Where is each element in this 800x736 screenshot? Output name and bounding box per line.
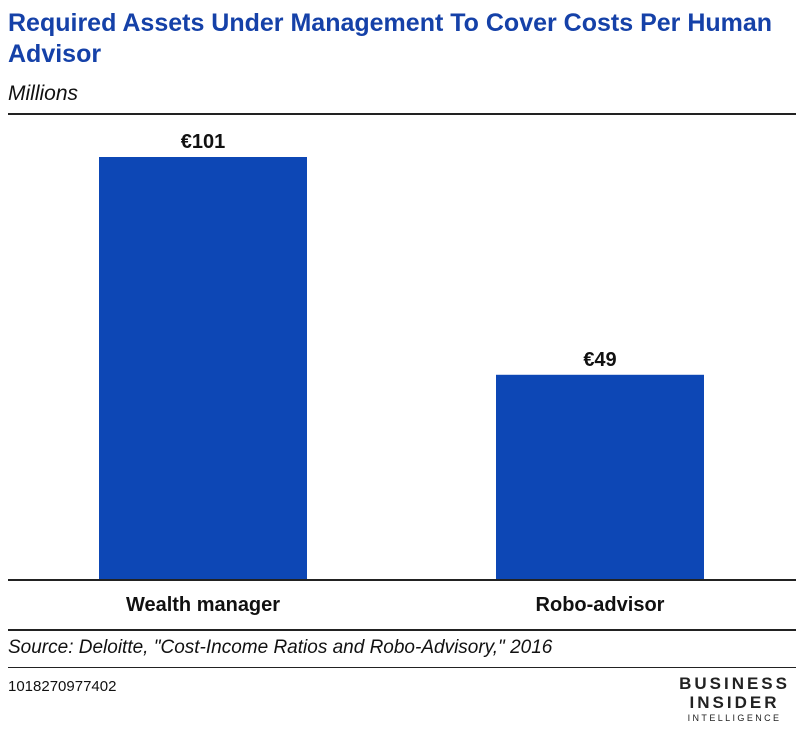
bar-chart: €101 Wealth manager €49 Robo-advisor bbox=[8, 131, 796, 616]
chart-subtitle: Millions bbox=[8, 82, 79, 105]
logo-line-intelligence: INTELLIGENCE bbox=[687, 713, 782, 723]
data-label-robo-advisor: €49 bbox=[583, 349, 616, 371]
category-label-wealth-manager: Wealth manager bbox=[126, 594, 280, 616]
bar-wealth-manager bbox=[99, 157, 307, 580]
chart-id: 1018270977402 bbox=[8, 678, 117, 695]
data-label-wealth-manager: €101 bbox=[181, 131, 226, 153]
source-note: Source: Deloitte, "Cost-Income Ratios an… bbox=[8, 637, 553, 658]
bars-layer bbox=[99, 157, 704, 580]
logo-line-insider: INSIDER bbox=[689, 693, 780, 712]
bar-robo-advisor bbox=[496, 374, 704, 580]
footer-rule bbox=[8, 667, 796, 668]
labels-layer: €101 Wealth manager €49 Robo-advisor bbox=[126, 131, 665, 616]
business-insider-intelligence-logo: BUSINESS INSIDER INTELLIGENCE bbox=[679, 674, 790, 724]
top-rule bbox=[8, 113, 796, 115]
category-label-robo-advisor: Robo-advisor bbox=[536, 594, 665, 616]
source-rule bbox=[8, 629, 796, 631]
logo-line-business: BUSINESS bbox=[679, 674, 790, 693]
chart-title: Required Assets Under Management To Cove… bbox=[8, 9, 773, 68]
